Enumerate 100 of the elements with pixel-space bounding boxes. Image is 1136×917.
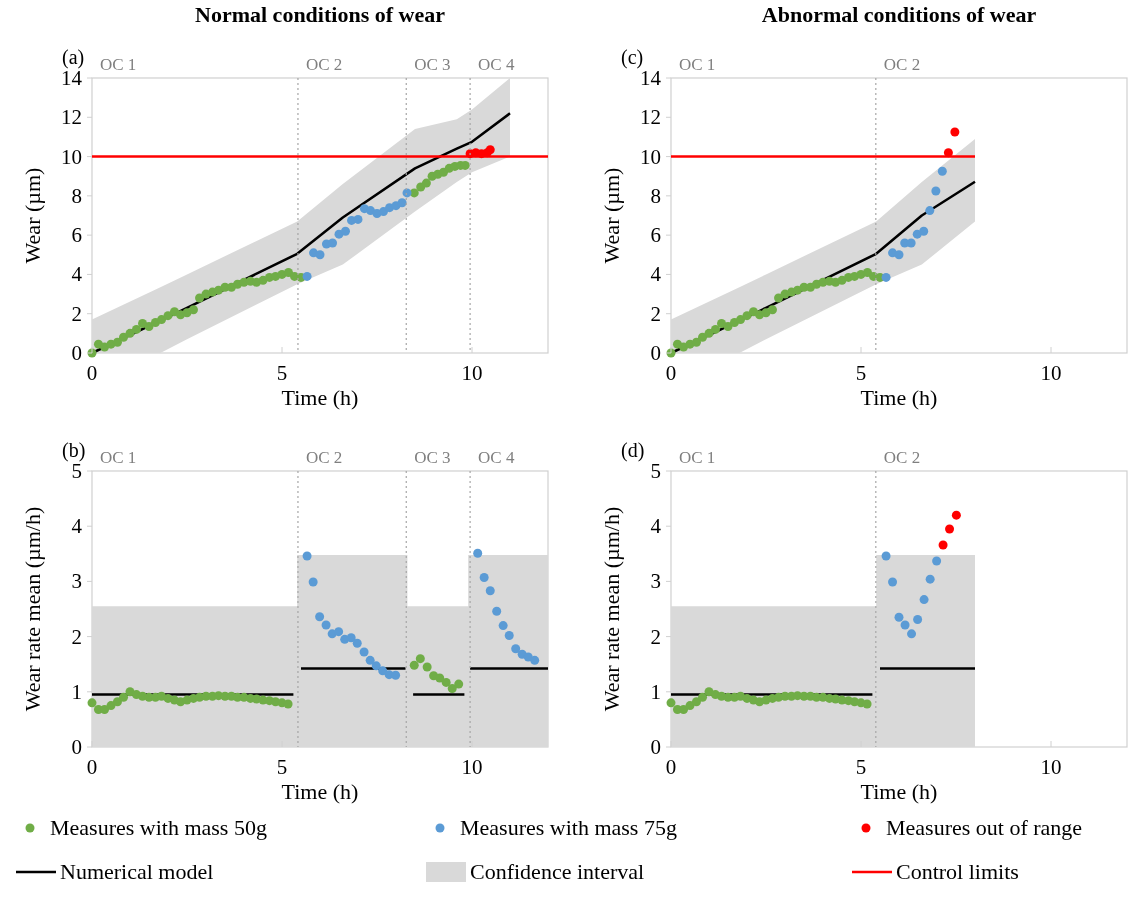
x-tick-label: 10 — [1040, 361, 1062, 385]
ref-line-label: OC 2 — [305, 55, 343, 74]
point — [315, 612, 325, 622]
point — [378, 666, 388, 676]
point — [447, 683, 457, 693]
point — [704, 328, 714, 338]
y-tick-label: 2 — [650, 301, 661, 326]
point — [710, 324, 720, 334]
point — [157, 315, 167, 325]
y-tick-label: 14 — [640, 66, 662, 90]
x-tick-label: 5 — [855, 755, 867, 779]
point — [119, 692, 129, 702]
point — [485, 586, 495, 596]
y-tick-label: 10 — [640, 144, 661, 169]
point — [925, 206, 935, 216]
y-tick-label: 3 — [71, 569, 82, 594]
point — [308, 577, 318, 587]
legend-label: Control limits — [896, 859, 1019, 884]
point — [454, 679, 464, 689]
point — [530, 655, 540, 665]
y-axis-title: Wear (µm) — [20, 167, 45, 264]
y-tick-label: 1 — [650, 679, 661, 704]
point — [888, 577, 898, 587]
point — [415, 654, 425, 664]
y-tick-label: 12 — [61, 105, 82, 130]
text: (c) — [621, 46, 644, 69]
point — [283, 699, 293, 709]
ref-line-label: OC 2 — [883, 448, 921, 467]
point — [666, 698, 676, 708]
point — [862, 699, 872, 709]
text: OC 1 — [100, 448, 137, 467]
ref-line-label: OC 4 — [478, 448, 515, 467]
point — [894, 612, 904, 622]
point — [321, 620, 331, 630]
point — [435, 673, 445, 683]
y-tick-label: 0 — [71, 735, 82, 759]
y-tick-label: 6 — [71, 223, 82, 248]
point — [315, 250, 325, 260]
point — [441, 677, 451, 687]
y-tick-label: 4 — [650, 514, 662, 539]
point — [100, 704, 110, 714]
point — [302, 551, 312, 561]
point — [302, 271, 312, 281]
y-tick-label: 5 — [650, 459, 661, 483]
ref-line-label: OC 2 — [305, 448, 343, 467]
y-tick-label: 1 — [71, 679, 82, 704]
text: OC 1 — [100, 55, 137, 74]
point — [919, 595, 929, 605]
y-axis-title: Wear (µm) — [599, 167, 624, 264]
point — [698, 692, 708, 702]
point — [340, 226, 350, 236]
point — [900, 620, 910, 630]
point — [937, 166, 947, 176]
point — [352, 638, 362, 648]
y-tick-label: 10 — [61, 144, 82, 169]
point — [353, 214, 363, 224]
x-tick-label: 10 — [1040, 755, 1062, 779]
text: Confidence interval — [470, 859, 645, 884]
point — [919, 226, 929, 236]
point — [938, 540, 948, 550]
y-tick-label: 0 — [71, 341, 82, 365]
y-tick-label: 4 — [71, 514, 83, 539]
point — [492, 606, 502, 616]
point — [950, 127, 960, 137]
point — [188, 305, 198, 315]
point — [479, 573, 489, 583]
x-tick-label: 0 — [86, 755, 98, 779]
y-tick-label: 12 — [640, 105, 661, 130]
point — [913, 614, 923, 624]
x-tick-label: 5 — [276, 361, 288, 385]
legend-label: Measures with mass 75g — [460, 815, 677, 840]
point — [328, 238, 338, 248]
point — [498, 621, 508, 631]
point — [925, 574, 935, 584]
point — [365, 655, 375, 665]
point — [397, 198, 407, 208]
y-tick-label: 2 — [650, 624, 661, 649]
point — [346, 633, 356, 643]
ref-line-label: OC 4 — [478, 55, 515, 74]
point — [945, 524, 955, 534]
x-tick-label: 5 — [276, 755, 288, 779]
point — [87, 698, 97, 708]
y-tick-label: 8 — [650, 183, 661, 208]
x-tick-label: 5 — [855, 361, 867, 385]
point — [359, 647, 369, 657]
point — [691, 337, 701, 347]
text: OC 1 — [679, 55, 716, 74]
point — [422, 662, 432, 672]
point — [131, 324, 141, 334]
point — [112, 337, 122, 347]
point — [119, 332, 129, 342]
point — [907, 629, 917, 639]
y-tick-label: 6 — [650, 223, 661, 248]
x-axis-title: Time (h) — [281, 385, 359, 410]
point — [881, 272, 891, 282]
point — [698, 332, 708, 342]
point — [951, 510, 961, 520]
y-tick-label: 0 — [650, 341, 661, 365]
point — [421, 178, 431, 188]
x-tick-label: 0 — [665, 755, 677, 779]
